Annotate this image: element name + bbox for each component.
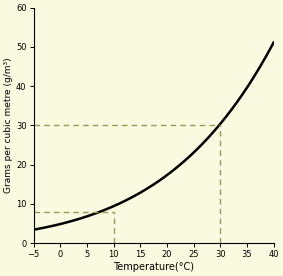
X-axis label: Temperature(°C): Temperature(°C) <box>113 262 194 272</box>
Y-axis label: Grams per cubic metre (g/m³): Grams per cubic metre (g/m³) <box>4 58 13 193</box>
